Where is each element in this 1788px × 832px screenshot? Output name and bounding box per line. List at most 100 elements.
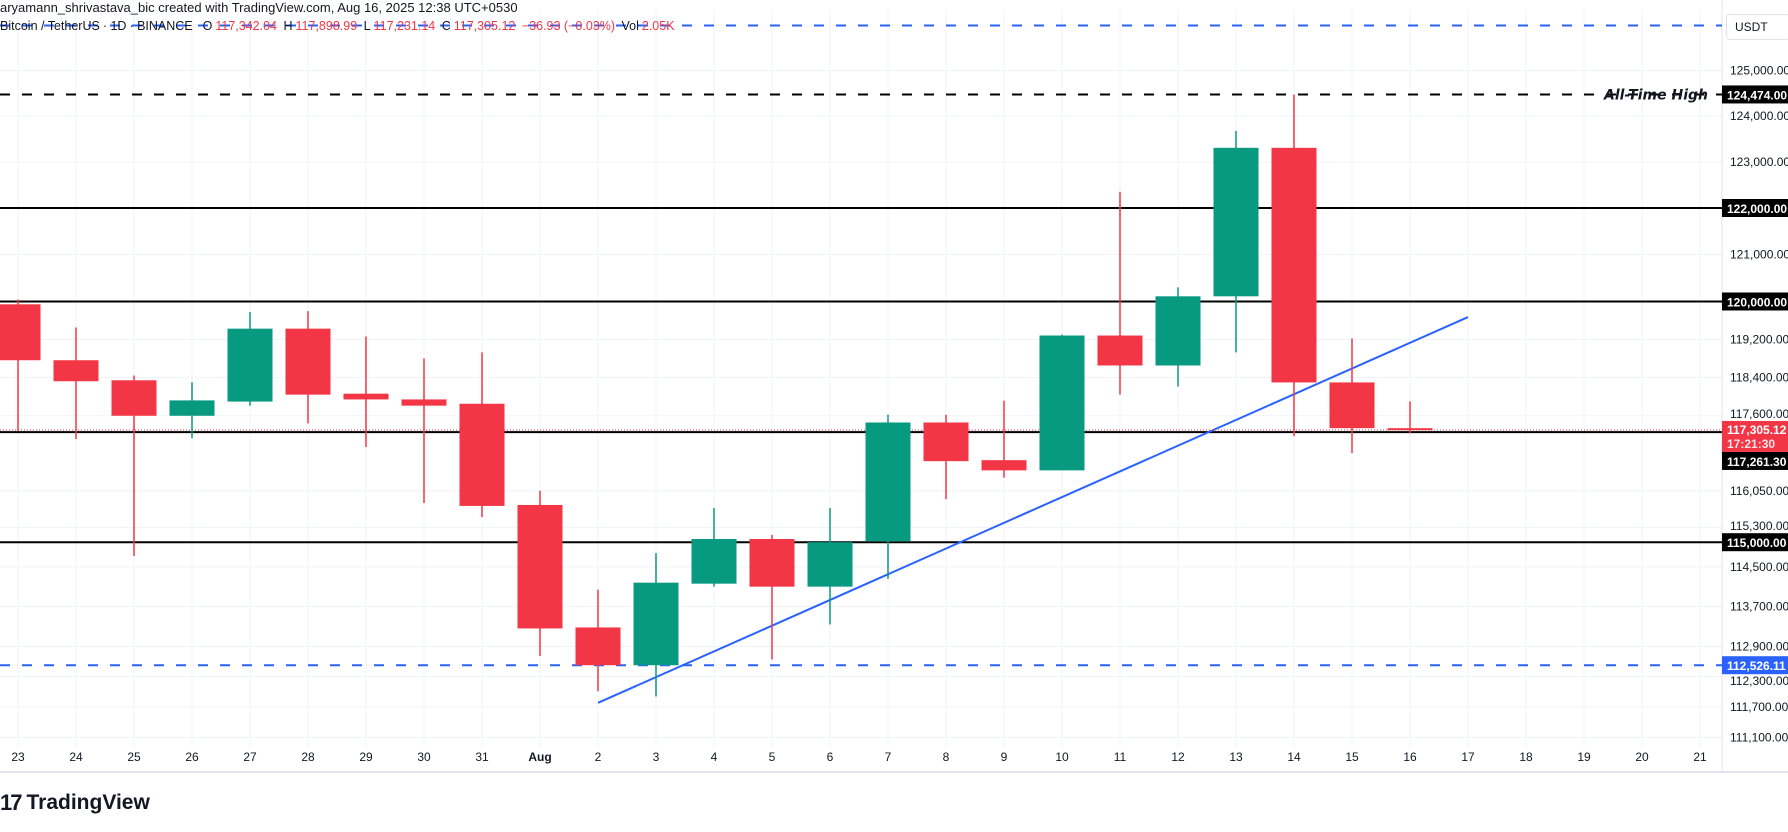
candle-body xyxy=(575,627,621,666)
level-price-tag-text: 115,000.00 xyxy=(1727,536,1787,550)
high-label: H xyxy=(283,19,293,33)
low-value: 117,231.14 xyxy=(373,19,436,33)
exchange: BINANCE xyxy=(137,19,193,33)
price-tick-label: 121,000.00 xyxy=(1730,248,1788,262)
vol-label: Vol xyxy=(621,19,639,33)
date-tick-label: 19 xyxy=(1577,750,1591,764)
price-tick-label: 118,400.00 xyxy=(1730,370,1788,384)
date-tick-label: 9 xyxy=(1001,750,1008,764)
date-tick-label: 15 xyxy=(1345,750,1359,764)
vol-value: 2.05K xyxy=(641,19,675,33)
price-tick-label: 124,000.00 xyxy=(1730,109,1788,123)
date-tick-label: 4 xyxy=(711,750,718,764)
price-tick-label: 117,600.00 xyxy=(1730,407,1788,421)
date-tick-label: 18 xyxy=(1519,750,1533,764)
currency-selector[interactable]: USDT xyxy=(1726,14,1788,40)
change-value: −36.93 (−0.03%) xyxy=(521,19,615,33)
date-tick-label: 12 xyxy=(1171,750,1185,764)
candle-body xyxy=(343,393,389,400)
candle-body xyxy=(749,539,795,587)
tradingview-logo-icon: 17 xyxy=(0,790,23,815)
date-tick-label: 24 xyxy=(69,750,83,764)
candle-body xyxy=(1329,382,1375,429)
candle-body xyxy=(169,400,215,416)
candle-body xyxy=(691,539,737,584)
candle-body xyxy=(401,399,447,406)
candle-body xyxy=(1155,296,1201,366)
date-tick-label: 27 xyxy=(243,750,257,764)
candle-body xyxy=(227,328,273,402)
candle-body xyxy=(981,460,1027,471)
date-tick-label: 26 xyxy=(185,750,199,764)
date-tick-label: 10 xyxy=(1055,750,1069,764)
open-label: O xyxy=(202,19,213,33)
price-tick-label: 114,500.00 xyxy=(1730,560,1788,574)
candle-body xyxy=(865,422,911,542)
last-price-text: 117,305.12 xyxy=(1727,423,1787,437)
candle-body xyxy=(1097,335,1143,366)
level-price-tag-text: 112,526.11 xyxy=(1727,659,1786,673)
price-tick-label: 111,700.00 xyxy=(1730,700,1788,714)
date-tick-label: 7 xyxy=(885,750,892,764)
level-price-tag xyxy=(1722,199,1788,217)
price-tick-label: 125,000.00 xyxy=(1730,64,1788,78)
level-price-tag-text: 120,000.00 xyxy=(1727,295,1787,309)
level-price-tag-text: 124,474.00 xyxy=(1727,88,1787,102)
date-tick-label: 16 xyxy=(1403,750,1417,764)
level-price-tag-text: 122,000.00 xyxy=(1727,202,1787,216)
price-tick-label: 112,300.00 xyxy=(1730,674,1788,688)
date-tick-label: 14 xyxy=(1287,750,1301,764)
close-value: 117,305.12 xyxy=(453,19,516,33)
candle-body xyxy=(1271,147,1317,383)
price-tick-label: 116,050.00 xyxy=(1730,484,1788,498)
level-price-tag xyxy=(1722,451,1788,470)
date-tick-label: 3 xyxy=(653,750,660,764)
price-tick-label: 123,000.00 xyxy=(1730,155,1788,169)
last-price-tag xyxy=(1722,420,1788,452)
date-tick-label: 28 xyxy=(301,750,315,764)
candle-body xyxy=(807,542,853,587)
date-tick-label: 31 xyxy=(475,750,489,764)
credit-line: aryamann_shrivastava_bic created with Tr… xyxy=(0,0,518,15)
date-tick-label: 11 xyxy=(1114,750,1127,764)
symbol-legend: Bitcoin / TetherUS · 1D · BINANCE O 117,342… xyxy=(0,19,675,33)
date-tick-label: 17 xyxy=(1461,750,1475,764)
date-tick-label: Aug xyxy=(528,750,551,764)
price-tick-label: 113,700.00 xyxy=(1730,600,1788,614)
low-label: L xyxy=(363,19,371,33)
tradingview-logo: 17 TradingView xyxy=(0,790,150,816)
level-price-tag xyxy=(1722,85,1788,104)
price-tick-label: 115,300.00 xyxy=(1730,519,1788,533)
date-tick-label: 21 xyxy=(1693,750,1707,764)
candle-body xyxy=(111,380,157,416)
candle-body xyxy=(1213,147,1259,297)
date-tick-label: 20 xyxy=(1635,750,1649,764)
price-tick-label: 119,200.00 xyxy=(1730,332,1788,346)
date-tick-label: 25 xyxy=(127,750,141,764)
candle-body xyxy=(633,582,679,666)
candle-body xyxy=(923,422,969,462)
date-tick-label: 23 xyxy=(11,750,25,764)
level-annotation: All-Time High xyxy=(1603,87,1708,103)
price-tick-label: 112,900.00 xyxy=(1730,639,1788,653)
date-tick-label: 2 xyxy=(595,750,602,764)
candle-body xyxy=(53,360,99,382)
trend-line xyxy=(597,316,1469,704)
level-price-tag xyxy=(1722,533,1788,552)
level-price-tag xyxy=(1722,656,1788,675)
symbol-name[interactable]: Bitcoin / TetherUS xyxy=(0,19,100,33)
high-value: 117,898.99 xyxy=(295,19,358,33)
date-tick-label: 13 xyxy=(1229,750,1243,764)
open-value: 117,342.04 xyxy=(215,19,277,33)
interval[interactable]: 1D xyxy=(110,19,127,33)
date-tick-label: 30 xyxy=(417,750,431,764)
candle-body xyxy=(0,304,41,361)
bar-countdown: 17:21:30 xyxy=(1727,437,1775,451)
level-price-tag-text: 117,261.30 xyxy=(1727,455,1787,469)
date-tick-label: 8 xyxy=(943,750,950,764)
brand-name: TradingView xyxy=(26,791,150,814)
date-tick-label: 5 xyxy=(769,750,776,764)
level-price-tag xyxy=(1722,292,1788,311)
candle-body xyxy=(285,328,331,395)
